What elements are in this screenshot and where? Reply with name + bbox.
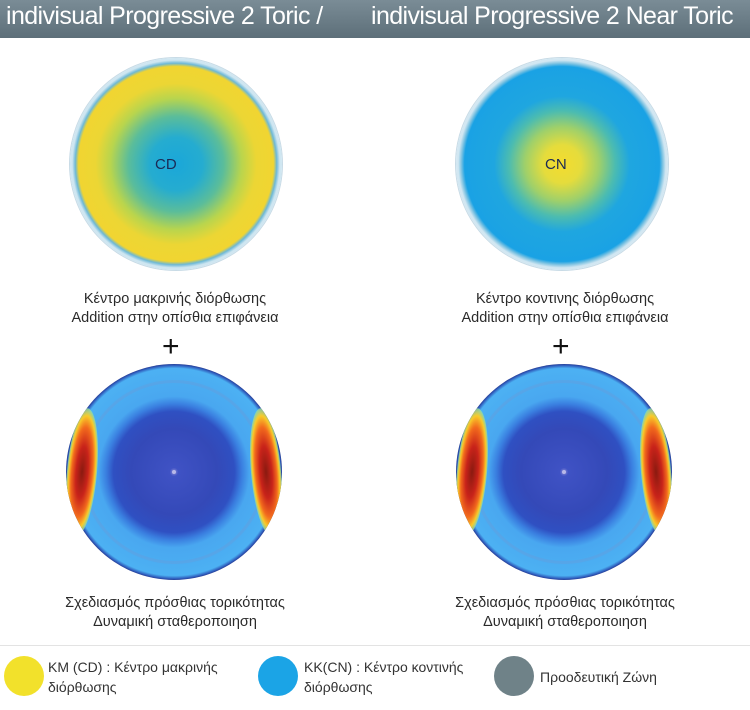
header-title-left: indivisual Progressive 2 Toric / xyxy=(6,2,323,30)
blue-swatch-icon xyxy=(258,656,298,696)
cd-lens-label: CD xyxy=(155,156,177,173)
header-title-right: indivisual Progressive 2 Near Toric xyxy=(371,2,734,30)
toric-right-desc-line2: Δυναμική σταθεροποιηση xyxy=(483,614,647,630)
gray-swatch-icon xyxy=(494,656,534,696)
toric-left-desc-line2: Δυναμική σταθεροποιηση xyxy=(93,614,257,630)
plus-sign-right: + xyxy=(552,330,570,363)
lens-center-dot xyxy=(562,470,566,474)
legend-km-text: KM (CD) : Κέντρο μακρινής διόρθωσης xyxy=(48,657,218,697)
legend-km-line2: διόρθωσης xyxy=(48,679,117,695)
cn-lens-diagram xyxy=(456,58,668,270)
legend-km-line1: KM (CD) : Κέντρο μακρινής xyxy=(48,659,218,675)
cn-desc-line1: Κέντρο κοντινης διόρθωσης xyxy=(475,291,655,307)
legend-kk-text: KK(CN) : Κέντρο κοντινής διόρθωσης xyxy=(304,657,463,697)
toric-lens-diagram-left xyxy=(66,364,282,580)
toric-right-desc-line1: Σχεδιασμός πρόσθιας τορικότητας xyxy=(455,595,675,611)
cn-lens-description: Κέντρο κοντινης διόρθωσης Addition στην … xyxy=(415,290,715,328)
lens-center-dot xyxy=(172,470,176,474)
cd-lens-description: Κέντρο μακρινής διόρθωσης Addition στην … xyxy=(25,290,325,328)
legend-kk-line1: KK(CN) : Κέντρο κοντινής xyxy=(304,659,464,675)
toric-left-description: Σχεδιασμός πρόσθιας τορικότητας Δυναμική… xyxy=(25,594,325,632)
cn-lens-label: CN xyxy=(545,156,567,173)
cn-desc-line2: Addition στην οπίσθια επιφάνεια xyxy=(461,310,669,326)
toric-right-description: Σχεδιασμός πρόσθιας τορικότητας Δυναμική… xyxy=(415,594,715,632)
legend-kk-line2: διόρθωσης xyxy=(304,679,373,695)
cd-desc-line1: Κέντρο μακρινής διόρθωσης xyxy=(83,291,267,307)
legend-divider xyxy=(0,645,750,646)
cd-lens-diagram xyxy=(70,58,282,270)
cd-desc-line2: Addition στην οπίσθια επιφάνεια xyxy=(71,310,279,326)
header-bar: indivisual Progressive 2 Toric / indivis… xyxy=(0,0,750,38)
yellow-swatch-icon xyxy=(4,656,44,696)
legend-pz-text: Προοδευτική Ζώνη xyxy=(540,669,657,685)
plus-sign-left: + xyxy=(162,330,180,363)
toric-left-desc-line1: Σχεδιασμός πρόσθιας τορικότητας xyxy=(65,595,285,611)
toric-lens-diagram-right xyxy=(456,364,672,580)
